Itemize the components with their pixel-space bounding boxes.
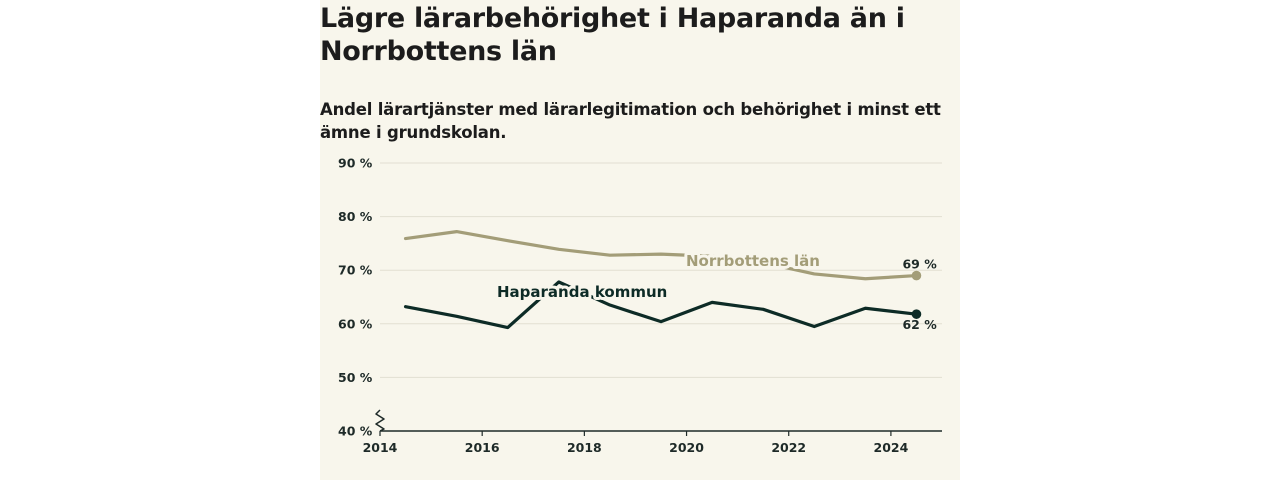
end-value-label: 69 % <box>902 257 937 272</box>
series-line-norrbotten <box>403 230 919 281</box>
y-tick-label: 90 % <box>338 156 373 171</box>
x-tick-label: 2018 <box>567 440 602 455</box>
chart-title: Lägre lärarbehörighet i Haparanda än i N… <box>320 3 905 67</box>
y-tick-label: 70 % <box>338 263 373 278</box>
series-endpoint-haparanda <box>911 309 922 319</box>
chart-panel <box>320 0 960 480</box>
y-tick-label: 80 % <box>338 209 373 224</box>
x-tick-label: 2014 <box>363 440 398 455</box>
x-tick-label: 2022 <box>771 440 806 455</box>
series-endpoint-norrbotten <box>911 270 922 281</box>
chart-subtitle: Andel lärartjänster med lärarlegitimatio… <box>320 100 941 142</box>
series-line-haparanda <box>403 280 919 330</box>
y-tick-label: 40 % <box>338 424 373 439</box>
x-axis-ticks: 2014 2016 2018 2020 2022 2024 <box>363 430 942 455</box>
y-axis-ticks: 40 % 50 % 60 % 70 % 80 % 90 % <box>338 156 385 439</box>
x-tick-label: 2020 <box>669 440 704 455</box>
x-tick-label: 2024 <box>874 440 909 455</box>
y-tick-label: 50 % <box>338 370 373 385</box>
x-tick-label: 2016 <box>465 440 500 455</box>
gridlines <box>380 162 942 378</box>
y-tick-label: 60 % <box>338 316 373 331</box>
end-value-label: 62 % <box>902 317 937 332</box>
series-labels: 69 % 62 % Norrbottens län Haparanda kommun <box>494 249 937 332</box>
series-name-norrbotten: Norrbottens län <box>686 252 820 270</box>
series-name-haparanda: Haparanda kommun <box>497 283 667 301</box>
axis-break-icon <box>375 409 385 432</box>
series-lines <box>403 230 922 330</box>
